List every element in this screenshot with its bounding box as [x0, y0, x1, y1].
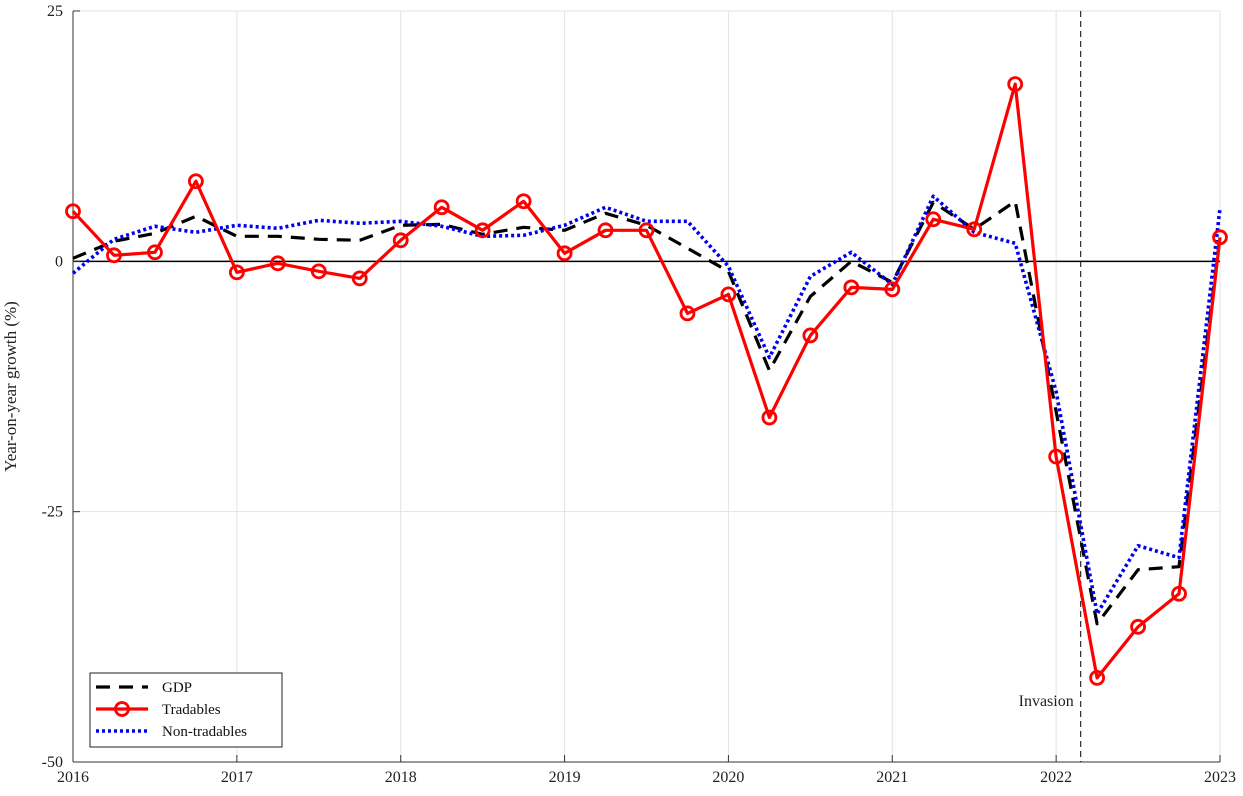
tradables-point [1130, 618, 1146, 635]
tradables-point [65, 203, 81, 220]
x-tick-label: 2019 [549, 769, 581, 786]
y-tick-label: 25 [47, 3, 63, 20]
y-tick-label: 0 [55, 253, 63, 270]
tradables-point [147, 244, 163, 261]
x-tick-label: 2020 [712, 769, 744, 786]
tradables-point [1048, 448, 1065, 465]
tradables-point [556, 245, 573, 262]
tradables-point [1212, 229, 1228, 246]
tradables-point [802, 327, 819, 344]
tradables-point [720, 286, 737, 303]
tradables-point [187, 173, 204, 190]
y-tick-label: -25 [42, 504, 63, 521]
tradables-point [966, 221, 983, 238]
legend-entry: GDP [162, 680, 192, 696]
tradables-point [597, 222, 614, 239]
x-tick-label: 2023 [1204, 769, 1236, 786]
tradables-point [638, 222, 655, 239]
tradables-point [392, 232, 409, 249]
plot-frame [72, 11, 1220, 763]
tradables-point [474, 222, 491, 239]
invasion-annotation: Invasion [1019, 11, 1082, 762]
tradables-point [269, 255, 286, 272]
legend-entry: Non-tradables [162, 724, 247, 740]
tradables-point [761, 409, 778, 426]
tradables-point [1007, 76, 1024, 92]
tradables-point [228, 264, 245, 281]
legend-marker [114, 701, 130, 717]
tradables-point [1089, 669, 1106, 686]
x-tick-label: 2017 [221, 769, 253, 786]
series-line-tradables [71, 82, 1222, 680]
y-axis-label: Year-on-year growth (%) [1, 301, 20, 472]
invasion-label: Invasion [1019, 693, 1074, 710]
tradables-point [310, 263, 327, 280]
x-tick-label: 2022 [1040, 769, 1072, 786]
tradables-point [433, 199, 450, 216]
ticks: 2016 2017 2018 2019 2020 2021 2022 2023 -50 -25 0 2… [42, 3, 1236, 786]
x-tick-label: 2021 [876, 769, 908, 786]
tradables-point [884, 281, 901, 298]
series-line-gdp [72, 199, 1222, 626]
tradables-point [106, 247, 122, 264]
series-line-non-tradables [71, 194, 1222, 616]
series [65, 76, 1228, 686]
tradables-point [843, 279, 860, 296]
tradables-point [1171, 585, 1187, 602]
y-tick-label: -50 [42, 754, 63, 771]
legend: GDP Tradables Non-tradables [89, 672, 283, 748]
tradables-point [515, 193, 532, 210]
tradables-point [679, 305, 696, 322]
legend-entry: Tradables [162, 702, 221, 718]
x-tick-label: 2016 [57, 769, 89, 786]
tradables-point [351, 270, 368, 287]
tradables-point [925, 211, 942, 228]
x-tick-label: 2018 [385, 769, 417, 786]
